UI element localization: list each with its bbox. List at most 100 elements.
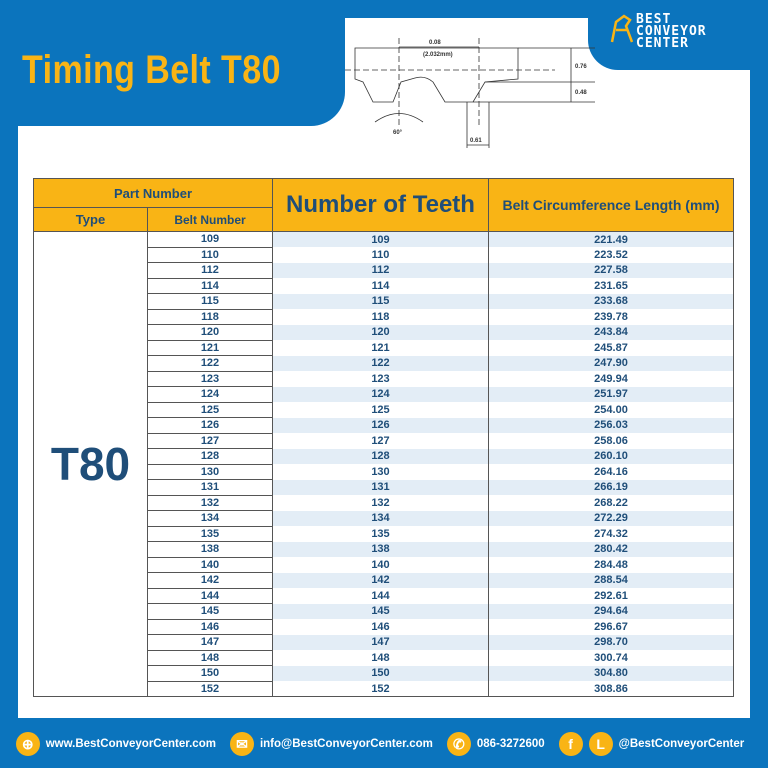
- belt-number-cell: 124: [147, 386, 273, 403]
- phone-number[interactable]: 086-3272600: [476, 738, 545, 750]
- belt-number-cell: 146: [147, 618, 273, 635]
- teeth-cell: 121: [272, 340, 489, 356]
- belt-number-cell: 123: [147, 370, 273, 387]
- table-row: 112 112 227.58: [34, 262, 734, 279]
- teeth-cell: 128: [272, 448, 489, 464]
- table-row: 122 122 247.90: [34, 355, 734, 372]
- belt-number-cell: 138: [147, 541, 273, 558]
- length-cell: 260.10: [488, 448, 734, 464]
- table-row: T80 109 109 221.49: [33, 231, 734, 697]
- length-cell: 231.65: [488, 278, 734, 294]
- header-type: Type: [33, 207, 148, 232]
- teeth-cell: 146: [272, 619, 489, 635]
- teeth-cell: 142: [272, 572, 489, 588]
- email-link[interactable]: info@BestConveyorCenter.com: [259, 738, 433, 750]
- belt-number-cell: 130: [147, 463, 273, 480]
- belt-number-cell: 148: [147, 649, 273, 666]
- table-row: 142 142 288.54: [34, 572, 734, 589]
- length-cell: 233.68: [488, 293, 734, 309]
- header-length: Belt Circumference Length (mm): [488, 178, 734, 232]
- mail-icon: ✉: [229, 732, 254, 756]
- table-row: 150 150 304.80: [34, 665, 734, 682]
- belt-number-cell: 144: [147, 587, 273, 604]
- belt-table: Part Number Number of Teeth Belt Circumf…: [33, 178, 734, 697]
- length-cell: 249.94: [488, 371, 734, 387]
- belt-number-cell: 125: [147, 401, 273, 418]
- length-cell: 296.67: [488, 619, 734, 635]
- belt-number-cell: 126: [147, 417, 273, 434]
- length-cell: 300.74: [488, 650, 734, 666]
- belt-number-cell: 109: [147, 231, 273, 248]
- facebook-icon[interactable]: f: [558, 732, 583, 756]
- table-row: 127 127 258.06: [34, 432, 734, 449]
- belt-number-cell: 112: [147, 262, 273, 279]
- belt-number-cell: 121: [147, 339, 273, 356]
- table-row: 115 115 233.68: [34, 293, 734, 310]
- table-row: 145 145 294.64: [34, 603, 734, 620]
- table-row: 114 114 231.65: [34, 277, 734, 294]
- teeth-cell: 126: [272, 417, 489, 433]
- height2-label: 0.48: [575, 90, 587, 96]
- length-cell: 251.97: [488, 386, 734, 402]
- table-row: 131 131 266.19: [34, 479, 734, 496]
- social-handle[interactable]: @BestConveyorCenter: [618, 738, 745, 750]
- belt-number-cell: 118: [147, 308, 273, 325]
- table-row: 125 125 254.00: [34, 401, 734, 418]
- teeth-cell: 115: [272, 293, 489, 309]
- teeth-cell: 112: [272, 262, 489, 278]
- website-link[interactable]: www.BestConveyorCenter.com: [45, 738, 216, 750]
- table-row: 130 130 264.16: [34, 463, 734, 480]
- teeth-cell: 144: [272, 588, 489, 604]
- footer: ⊕ www.BestConveyorCenter.com ✉ info@Best…: [0, 728, 768, 760]
- type-cell: T80: [33, 231, 148, 697]
- table-row: 147 147 298.70: [34, 634, 734, 651]
- teeth-cell: 135: [272, 526, 489, 542]
- length-cell: 266.19: [488, 479, 734, 495]
- length-cell: 245.87: [488, 340, 734, 356]
- teeth-cell: 145: [272, 603, 489, 619]
- teeth-cell: 148: [272, 650, 489, 666]
- belt-number-cell: 150: [147, 665, 273, 682]
- length-cell: 268.22: [488, 495, 734, 511]
- table-row: 123 123 249.94: [34, 370, 734, 387]
- pitch-label: 0.08: [429, 40, 441, 46]
- teeth-cell: 152: [272, 681, 489, 697]
- belt-number-cell: 152: [147, 680, 273, 697]
- length-cell: 239.78: [488, 309, 734, 325]
- table-row: 124 124 251.97: [34, 386, 734, 403]
- height1-label: 0.76: [575, 64, 587, 70]
- table-row: 110 110 223.52: [34, 246, 734, 263]
- belt-number-cell: 120: [147, 324, 273, 341]
- belt-number-cell: 131: [147, 479, 273, 496]
- table-row: 120 120 243.84: [34, 324, 734, 341]
- length-cell: 243.84: [488, 324, 734, 340]
- teeth-cell: 150: [272, 665, 489, 681]
- belt-number-cell: 147: [147, 634, 273, 651]
- belt-number-cell: 135: [147, 525, 273, 542]
- line-icon[interactable]: L: [588, 732, 613, 756]
- teeth-cell: 134: [272, 510, 489, 526]
- length-cell: 247.90: [488, 355, 734, 371]
- length-cell: 221.49: [488, 231, 734, 247]
- header-number-of-teeth: Number of Teeth: [272, 178, 489, 232]
- phone-icon: ✆: [446, 732, 471, 756]
- width-label: 0.61: [470, 138, 482, 144]
- length-cell: 288.54: [488, 572, 734, 588]
- length-cell: 272.29: [488, 510, 734, 526]
- belt-profile-diagram: 0.08 (2.032mm) 0.76 0.48 0.61 60°: [345, 38, 595, 148]
- length-cell: 308.86: [488, 681, 734, 697]
- length-cell: 280.42: [488, 541, 734, 557]
- belt-number-cell: 115: [147, 293, 273, 310]
- length-cell: 284.48: [488, 557, 734, 573]
- pitch-mm-label: (2.032mm): [423, 52, 453, 58]
- length-cell: 223.52: [488, 247, 734, 263]
- header-part-number: Part Number: [33, 178, 273, 208]
- header-belt-number: Belt Number: [147, 207, 273, 232]
- teeth-cell: 118: [272, 309, 489, 325]
- title-banner: Timing Belt T80: [0, 0, 345, 126]
- length-cell: 274.32: [488, 526, 734, 542]
- page-title: Timing Belt T80: [22, 48, 281, 92]
- table-row: 132 132 268.22: [34, 494, 734, 511]
- logo-line: CONVEYOR: [636, 24, 707, 39]
- belt-number-cell: 132: [147, 494, 273, 511]
